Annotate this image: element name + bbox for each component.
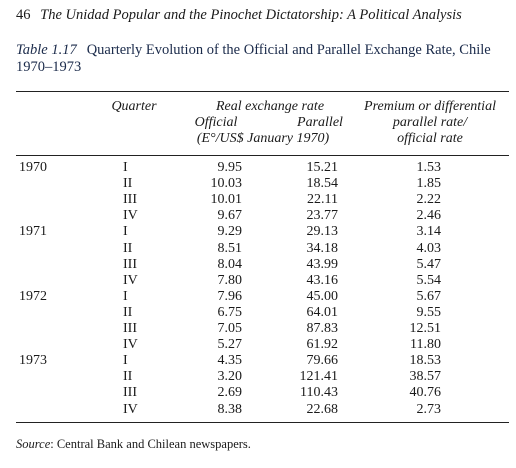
official-rate-cell: 5.27: [217, 337, 243, 353]
premium-cell: 11.80: [410, 337, 441, 353]
official-rate-cell: 7.05: [217, 321, 243, 336]
quarter-cell: IV: [123, 401, 138, 417]
premium-cell: 1.53: [416, 160, 442, 175]
premium-cell: 3.14: [416, 224, 442, 240]
quarter-cell: IV: [123, 272, 138, 288]
official-rate-cell: 10.01: [210, 192, 243, 208]
header-parallel: Parallel: [297, 115, 343, 130]
table-label: Table 1.17: [16, 42, 77, 58]
quarter-cell: IV: [123, 337, 138, 353]
quarter-cell: II: [123, 176, 133, 192]
parallel-rate-cell: 121.41: [299, 369, 339, 385]
premium-cell: 5.47: [416, 256, 442, 272]
header-units: (E°/US$ January 1970): [196, 131, 330, 146]
parallel-rate-cell: 22.11: [307, 192, 338, 208]
page-number: 46: [16, 7, 31, 23]
premium-cell: 12.51: [409, 321, 442, 336]
premium-cell: 4.03: [416, 240, 442, 256]
official-rate-cell: 8.38: [217, 401, 243, 417]
source-note: Source: Central Bank and Chilean newspap…: [16, 437, 251, 452]
quarter-cell: II: [123, 369, 133, 385]
year-cell: 1970: [19, 160, 47, 175]
parallel-rate-cell: 61.92: [306, 337, 339, 353]
premium-cell: 5.67: [416, 288, 442, 304]
table-bottom-rule: [16, 422, 509, 423]
parallel-rate-cell: 22.68: [306, 401, 339, 417]
official-rate-cell: 7.96: [217, 288, 243, 304]
quarter-cell: IV: [123, 208, 138, 224]
premium-cell: 18.53: [409, 353, 442, 369]
quarter-cell: I: [123, 160, 128, 175]
year-cell: 1973: [19, 353, 47, 369]
official-rate-cell: 8.51: [217, 240, 243, 256]
premium-cell: 2.46: [416, 208, 442, 224]
parallel-rate-cell: 23.77: [306, 208, 339, 224]
header-quarter: Quarter: [111, 99, 157, 114]
parallel-rate-cell: 18.54: [306, 176, 339, 192]
parallel-rate-cell: 79.66: [306, 353, 339, 369]
premium-cell: 40.76: [409, 385, 442, 401]
premium-cell: 9.55: [416, 304, 442, 320]
premium-cell: 1.85: [416, 176, 442, 192]
official-rate-cell: 10.03: [210, 176, 243, 192]
table-caption: Table 1.17 Quarterly Evolution of the Off…: [16, 42, 506, 76]
parallel-rate-cell: 110.43: [300, 385, 338, 401]
header-official: Official: [194, 115, 238, 130]
quarter-cell: III: [123, 256, 137, 272]
header-real-exchange-rate: Real exchange rate: [215, 99, 325, 114]
official-rate-cell: 7.80: [217, 272, 243, 288]
quarter-cell: I: [123, 353, 128, 369]
parallel-rate-cell: 15.21: [306, 160, 339, 175]
premium-cell: 2.73: [416, 401, 442, 417]
official-rate-cell: 8.04: [217, 256, 243, 272]
parallel-rate-cell: 87.83: [306, 321, 339, 336]
official-rate-cell: 4.35: [217, 353, 243, 369]
parallel-rate-cell: 45.00: [306, 288, 339, 304]
quarter-cell: II: [123, 304, 133, 320]
quarter-cell: III: [123, 321, 137, 336]
parallel-rate-cell: 43.16: [306, 272, 339, 288]
parallel-rate-cell: 43.99: [306, 256, 339, 272]
official-rate-cell: 2.69: [217, 385, 243, 401]
table-title: Quarterly Evolution of the Official and …: [16, 42, 491, 75]
premium-cell: 5.54: [416, 272, 442, 288]
header-premium-line3: official rate: [397, 131, 463, 146]
official-rate-cell: 9.67: [217, 208, 243, 224]
year-cell: 1971: [19, 224, 47, 240]
quarter-cell: III: [123, 385, 137, 401]
premium-cell: 38.57: [409, 369, 442, 385]
year-cell: 1972: [19, 288, 47, 304]
premium-cell: 2.22: [416, 192, 442, 208]
quarter-cell: I: [123, 288, 128, 304]
quarter-cell: II: [123, 240, 133, 256]
book-title: The Unidad Popular and the Pinochet Dict…: [40, 7, 462, 23]
quarter-cell: I: [123, 224, 128, 240]
official-rate-cell: 9.95: [217, 160, 243, 175]
header-premium-line1: Premium or differential: [364, 99, 496, 114]
parallel-rate-cell: 34.18: [306, 240, 339, 256]
header-premium-line2: parallel rate/: [392, 115, 468, 130]
source-text: : Central Bank and Chilean newspapers.: [50, 437, 251, 451]
official-rate-cell: 3.20: [217, 369, 243, 385]
parallel-rate-cell: 64.01: [306, 304, 339, 320]
table-header-rule: [16, 155, 509, 156]
table-top-rule: [16, 91, 509, 92]
quarter-cell: III: [123, 192, 137, 208]
source-label: Source: [16, 437, 51, 451]
parallel-rate-cell: 29.13: [306, 224, 339, 240]
official-rate-cell: 9.29: [217, 224, 243, 240]
running-head: 46 The Unidad Popular and the Pinochet D…: [16, 7, 462, 24]
official-rate-cell: 6.75: [217, 304, 243, 320]
